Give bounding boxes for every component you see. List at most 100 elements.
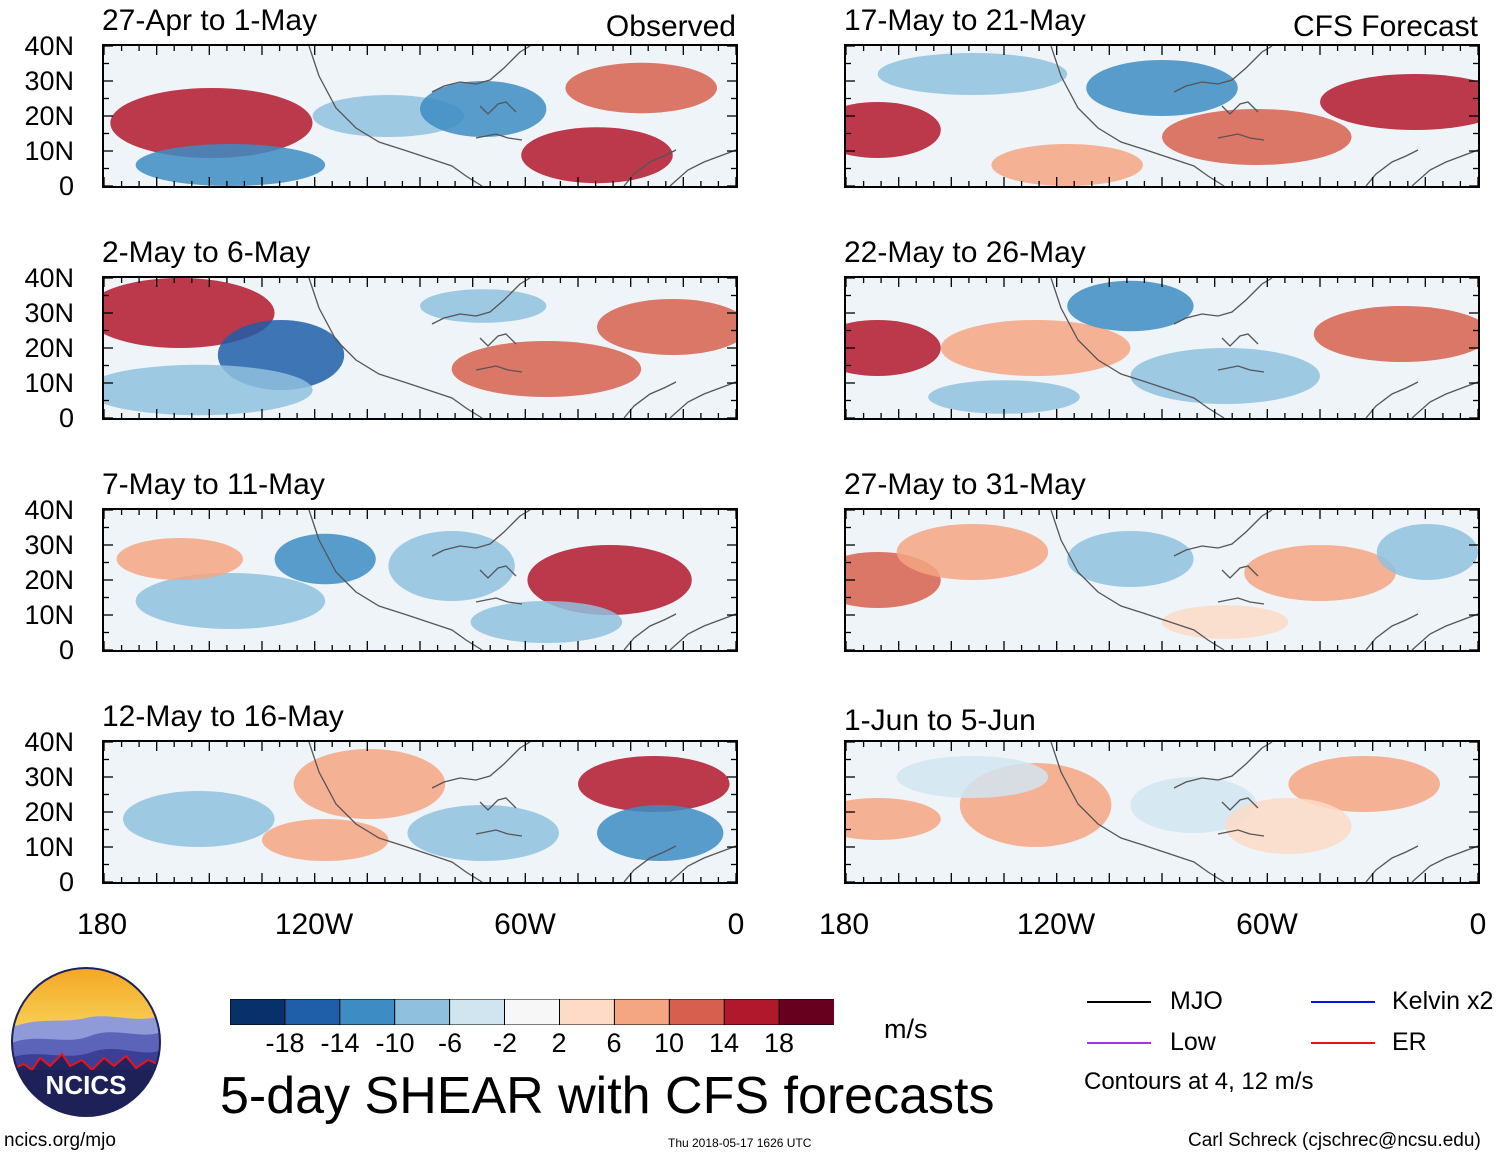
coastline [1050,510,1478,650]
shear-anomaly [991,144,1143,186]
footer-url: ncics.org/mjo [4,1130,116,1151]
ncics-logo: NCICS [10,966,162,1118]
shear-anomaly [135,144,326,186]
lat-label: 40N [24,31,74,61]
lon-label: 120W [1016,908,1096,941]
legend-label-low: Low [1170,1028,1216,1056]
shear-anomaly [896,756,1049,798]
shear-map [846,278,1478,418]
map-panel [102,44,738,188]
colorbar-swatch [339,998,396,1026]
colorbar-swatch [284,998,341,1026]
map-panel [102,508,738,652]
lon-label: 60W [1236,908,1298,941]
map-panel [844,740,1480,884]
colorbar-swatch [394,998,451,1026]
legend-label-mjo: MJO [1170,987,1223,1015]
shear-map [846,742,1478,882]
shear-anomaly [110,88,313,158]
lon-label: 120W [274,908,354,941]
colorbar-label: -2 [492,1028,517,1058]
shear-anomaly [1162,605,1289,639]
map-panel [102,276,738,420]
shear-anomaly [846,320,941,376]
shear-anomaly [116,538,243,580]
lon-label: 180 [818,908,870,941]
shear-anomaly [1067,531,1194,587]
colorbar-swatch [229,998,286,1026]
shear-anomaly [274,533,376,585]
shear-anomaly [896,524,1049,580]
coastline [308,742,736,882]
colorbar-label: 10 [653,1028,685,1058]
lat-label: 40N [24,727,74,757]
lat-label: 0 [58,171,74,201]
lat-label: 10N [24,600,74,630]
shear-anomaly [521,127,673,184]
shear-map [104,278,736,418]
lat-label: 30N [24,66,74,96]
shear-map [104,46,736,186]
observed-label: Observed [605,10,736,43]
shear-anomaly [262,819,389,861]
map-panel [844,44,1480,188]
shear-anomaly [1244,545,1396,601]
shear-anomaly [104,278,275,348]
colorbar-swatch [668,998,726,1026]
coastline [308,278,736,418]
lat-label: 40N [24,263,74,293]
panel-title: 27-May to 31-May [844,468,1086,501]
lon-label: 0 [1469,908,1487,941]
map-panel [844,276,1480,420]
lon-label: 0 [727,908,745,941]
lon-label: 180 [76,908,128,941]
colorbar-swatches [229,998,835,1026]
shear-anomaly [597,805,724,861]
lat-label: 20N [24,565,74,595]
lat-label: 30N [24,298,74,328]
cfs-forecast-label: CFS Forecast [1292,10,1478,43]
colorbar-label: 18 [763,1028,795,1058]
shear-map [104,510,736,650]
lat-label: 10N [24,136,74,166]
shear-anomaly [104,364,313,416]
shear-anomaly [1067,280,1194,332]
legend-label-kelvin: Kelvin x2 [1392,987,1494,1015]
shear-anomaly [846,102,941,158]
lat-label: 40N [24,495,74,525]
colorbar-label: 2 [551,1028,567,1058]
legend-swatch-er [1311,1042,1375,1044]
colorbar-label: -18 [265,1028,305,1058]
coastline [308,46,736,186]
shear-anomaly [470,601,623,643]
footer-timestamp: Thu 2018-05-17 1626 UTC [668,1136,812,1150]
lat-label: 30N [24,530,74,560]
colorbar-swatch [449,998,506,1026]
coastline [1050,46,1478,186]
shear-anomaly [1086,60,1238,116]
shear-anomaly [123,791,275,847]
legend-swatch-kelvin [1311,1001,1375,1003]
coastline [308,510,736,650]
shear-anomaly [527,545,692,615]
panel-title: 12-May to 16-May [102,700,344,733]
lat-label: 30N [24,762,74,792]
colorbar-swatch [613,998,671,1026]
lat-label: 20N [24,101,74,131]
legend-label-er: ER [1392,1028,1427,1056]
lat-label: 10N [24,368,74,398]
shear-anomaly [1162,109,1352,165]
panel-title: 2-May to 6-May [102,236,311,269]
shear-anomaly [565,62,717,114]
panel-title: 22-May to 26-May [844,236,1086,269]
lat-label: 20N [24,797,74,827]
legend-note: Contours at 4, 12 m/s [1084,1068,1314,1095]
lat-label: 0 [58,867,74,897]
lat-label: 0 [58,635,74,665]
colorbar-swatch [778,998,835,1026]
shear-anomaly [1225,798,1352,854]
legend-swatch-mjo [1087,1001,1151,1003]
footer-credit: Carl Schreck (cjschrec@ncsu.edu) [1188,1130,1481,1151]
shear-anomaly [578,756,730,812]
colorbar-swatch [504,998,561,1026]
